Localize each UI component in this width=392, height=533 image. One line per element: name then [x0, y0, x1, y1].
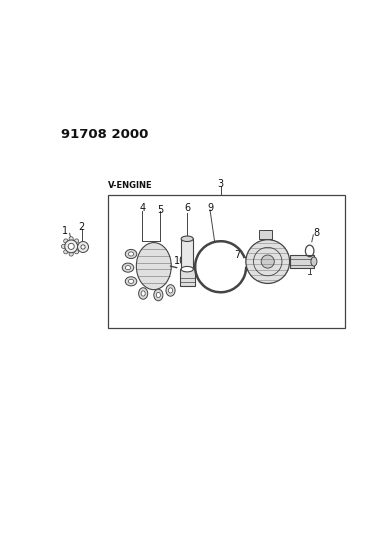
Ellipse shape [181, 266, 193, 272]
Circle shape [65, 240, 78, 253]
Text: 91708 2000: 91708 2000 [61, 128, 149, 141]
Text: 7: 7 [234, 249, 240, 260]
Ellipse shape [125, 265, 131, 270]
Circle shape [69, 252, 73, 256]
Circle shape [68, 244, 74, 249]
Ellipse shape [181, 236, 193, 241]
Text: 9: 9 [207, 203, 213, 213]
Ellipse shape [141, 291, 145, 296]
Circle shape [64, 239, 68, 243]
FancyBboxPatch shape [259, 230, 272, 239]
Circle shape [62, 244, 66, 248]
Bar [181, 239, 193, 269]
Circle shape [261, 255, 274, 268]
Ellipse shape [125, 277, 137, 286]
Ellipse shape [139, 288, 148, 299]
Text: 10: 10 [174, 256, 186, 266]
FancyBboxPatch shape [180, 269, 195, 286]
Ellipse shape [125, 249, 137, 259]
Circle shape [64, 249, 68, 254]
Ellipse shape [129, 252, 134, 256]
Text: 2: 2 [79, 222, 85, 232]
Circle shape [246, 240, 290, 284]
Ellipse shape [154, 289, 163, 301]
Circle shape [77, 244, 81, 248]
Bar [108, 195, 345, 328]
Ellipse shape [166, 285, 175, 296]
Text: 5: 5 [157, 205, 163, 215]
Ellipse shape [129, 279, 134, 284]
Ellipse shape [311, 257, 317, 266]
Circle shape [74, 239, 79, 243]
Text: 1: 1 [62, 226, 68, 236]
Ellipse shape [156, 293, 160, 297]
Text: 3: 3 [218, 179, 224, 189]
Text: 8: 8 [313, 228, 319, 238]
Bar [290, 255, 314, 268]
Text: V-ENGINE: V-ENGINE [108, 181, 153, 190]
Circle shape [74, 249, 79, 254]
Ellipse shape [169, 288, 172, 293]
Text: 4: 4 [139, 203, 145, 213]
Circle shape [81, 245, 85, 249]
Text: 6: 6 [184, 203, 190, 213]
Ellipse shape [122, 263, 134, 272]
Ellipse shape [136, 243, 171, 289]
Circle shape [78, 241, 89, 253]
Circle shape [69, 237, 73, 241]
